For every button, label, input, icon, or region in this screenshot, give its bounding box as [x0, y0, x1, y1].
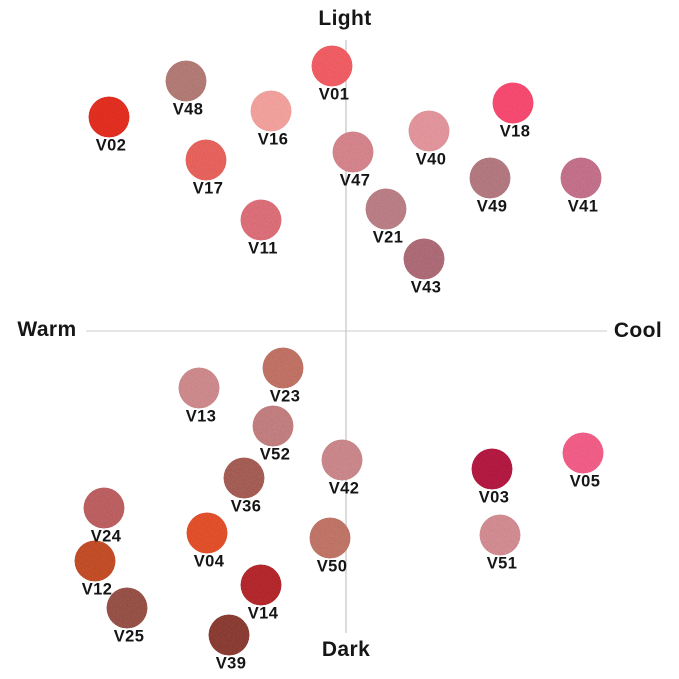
swatch-label-v52: V52	[259, 445, 291, 464]
swatch-v25	[106, 587, 148, 629]
swatch-v21	[365, 188, 407, 230]
swatch-label-v02: V02	[95, 136, 127, 155]
swatch-label-v50: V50	[316, 557, 348, 576]
swatch-v51	[479, 514, 521, 556]
swatch-v48	[165, 60, 207, 102]
swatch-label-v42: V42	[328, 479, 360, 498]
axis-label-cool: Cool	[613, 319, 663, 342]
swatch-label-v36: V36	[230, 497, 262, 516]
swatch-v41	[560, 157, 602, 199]
swatch-v11	[240, 199, 282, 241]
swatch-label-v01: V01	[318, 85, 350, 104]
swatch-label-v41: V41	[567, 197, 599, 216]
axis-label-warm: Warm	[17, 318, 77, 341]
swatch-v13	[178, 367, 220, 409]
swatch-v18	[492, 82, 534, 124]
swatch-label-v21: V21	[372, 228, 404, 247]
swatch-label-v39: V39	[215, 654, 247, 673]
swatch-label-v48: V48	[172, 100, 204, 119]
swatch-v02	[88, 96, 130, 138]
swatch-label-v12: V12	[81, 580, 113, 599]
swatch-label-v47: V47	[339, 171, 371, 190]
swatch-v03	[471, 448, 513, 490]
swatch-v05	[562, 432, 604, 474]
swatch-v36	[223, 457, 265, 499]
swatch-label-v05: V05	[569, 472, 601, 491]
swatch-label-v40: V40	[415, 150, 447, 169]
swatch-v47	[332, 131, 374, 173]
swatch-v42	[321, 439, 363, 481]
swatch-v39	[208, 614, 250, 656]
swatch-v23	[262, 347, 304, 389]
swatch-v12	[74, 540, 116, 582]
axis-label-dark: Dark	[321, 638, 371, 661]
swatch-v49	[469, 157, 511, 199]
swatch-label-v04: V04	[193, 552, 225, 571]
swatch-label-v18: V18	[499, 122, 531, 141]
swatch-v04	[186, 512, 228, 554]
swatch-v01	[311, 45, 353, 87]
swatch-v16	[250, 90, 292, 132]
swatch-v17	[185, 139, 227, 181]
swatch-label-v24: V24	[90, 527, 122, 546]
swatch-label-v51: V51	[486, 554, 518, 573]
swatch-v43	[403, 238, 445, 280]
swatch-label-v23: V23	[269, 387, 301, 406]
swatch-label-v14: V14	[247, 604, 279, 623]
swatch-label-v13: V13	[185, 407, 217, 426]
swatch-label-v43: V43	[410, 278, 442, 297]
swatch-label-v03: V03	[478, 488, 510, 507]
swatch-v52	[252, 405, 294, 447]
swatch-label-v17: V17	[192, 179, 224, 198]
swatch-label-v16: V16	[257, 130, 289, 149]
swatch-group	[74, 45, 604, 656]
swatch-v50	[309, 517, 351, 559]
swatch-label-v49: V49	[476, 197, 508, 216]
swatch-v14	[240, 564, 282, 606]
swatch-label-v11: V11	[248, 239, 278, 258]
axis-label-light: Light	[318, 7, 372, 30]
swatch-label-v25: V25	[113, 627, 145, 646]
swatch-v24	[83, 487, 125, 529]
swatch-v40	[408, 110, 450, 152]
